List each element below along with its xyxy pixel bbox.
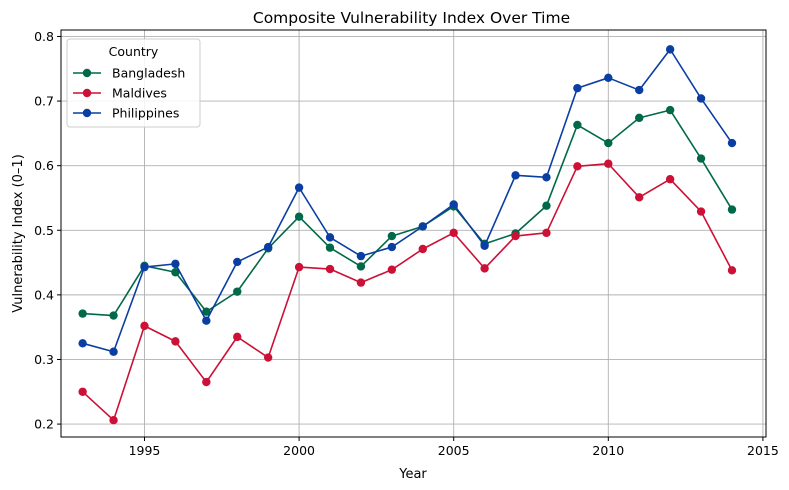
data-point-philippines — [727, 138, 737, 148]
data-point-bangladesh — [573, 120, 582, 130]
data-point-philippines — [449, 200, 458, 209]
data-point-bangladesh — [171, 268, 180, 277]
data-point-maldives — [665, 175, 675, 184]
x-tick-label: 2005 — [438, 443, 470, 458]
data-point-maldives — [325, 264, 335, 274]
data-point-maldives — [356, 278, 366, 287]
series-line-philippines — [82, 48, 733, 353]
series-philippines — [78, 45, 737, 356]
series-maldives — [78, 159, 737, 425]
legend-entry-maldives: Maldives — [73, 86, 167, 101]
data-point-philippines — [202, 316, 211, 325]
data-point-philippines — [78, 339, 87, 348]
legend-entry-bangladesh: Bangladesh — [73, 66, 185, 81]
y-tick-label: 0.8 — [34, 29, 54, 44]
data-point-philippines — [109, 347, 118, 356]
data-point-bangladesh — [665, 105, 675, 115]
x-tick-label: 2010 — [592, 443, 624, 458]
series-line-maldives — [82, 162, 733, 422]
chart-title: Composite Vulnerability Index Over Time — [253, 9, 570, 27]
data-point-maldives — [511, 231, 520, 241]
data-point-bangladesh — [325, 243, 335, 252]
legend-title: Country — [109, 44, 159, 59]
legend-box — [66, 38, 201, 128]
data-point-philippines — [665, 45, 675, 54]
legend-label-maldives: Maldives — [112, 86, 167, 101]
data-point-maldives — [109, 416, 118, 425]
x-tick-label: 2000 — [283, 443, 315, 458]
data-point-bangladesh — [387, 231, 397, 241]
axis-ticks: 1995 2000 2005 2010 2015 0.2 0.3 0.4 0.5 0.6 0.7 0.… — [34, 29, 779, 458]
data-point-philippines — [140, 262, 149, 272]
data-point-philippines — [542, 173, 551, 182]
data-point-maldives — [542, 228, 551, 238]
data-point-philippines — [604, 73, 613, 83]
data-point-philippines — [418, 222, 427, 231]
data-point-bangladesh — [78, 309, 87, 318]
data-point-maldives — [233, 332, 242, 342]
data-point-philippines — [635, 85, 644, 95]
data-point-philippines — [356, 251, 366, 261]
plot-frame — [60, 29, 767, 438]
data-point-maldives — [573, 162, 582, 171]
y-axis-title: Vulnerability Index (0–1) — [11, 154, 26, 313]
data-point-maldives — [449, 228, 458, 238]
data-point-maldives — [635, 193, 644, 202]
data-point-maldives — [727, 266, 737, 275]
data-point-maldives — [140, 321, 149, 331]
y-tick-label: 0.4 — [34, 287, 54, 302]
data-point-bangladesh — [109, 311, 118, 320]
data-point-bangladesh — [356, 262, 366, 271]
data-point-bangladesh — [635, 113, 644, 123]
data-point-maldives — [418, 244, 427, 254]
data-point-maldives — [387, 265, 397, 274]
data-point-maldives — [294, 262, 304, 272]
data-point-maldives — [78, 387, 87, 396]
data-point-bangladesh — [202, 307, 211, 316]
y-tick-label: 0.2 — [34, 417, 54, 432]
data-point-bangladesh — [542, 201, 551, 210]
data-point-philippines — [263, 242, 273, 252]
legend-label-philippines: Philippines — [112, 106, 179, 121]
legend-marker-philippines — [82, 108, 92, 118]
y-tick-label: 0.7 — [34, 94, 54, 109]
y-tick-label: 0.5 — [34, 223, 54, 238]
data-point-philippines — [294, 183, 304, 192]
data-point-philippines — [480, 241, 489, 250]
data-point-bangladesh — [696, 154, 706, 163]
data-point-bangladesh — [294, 212, 304, 221]
data-point-philippines — [511, 171, 520, 180]
data-point-maldives — [202, 377, 211, 387]
data-point-philippines — [171, 259, 180, 269]
data-point-bangladesh — [233, 287, 242, 296]
data-point-bangladesh — [727, 205, 737, 214]
data-point-maldives — [696, 207, 706, 216]
x-tick-label: 2015 — [747, 443, 779, 458]
data-point-maldives — [480, 264, 489, 273]
y-tick-label: 0.3 — [34, 352, 54, 367]
data-point-philippines — [387, 242, 397, 252]
data-point-maldives — [263, 353, 273, 362]
data-point-philippines — [573, 83, 582, 93]
y-tick-label: 0.6 — [34, 158, 54, 173]
data-point-philippines — [325, 233, 335, 242]
series-layer — [78, 45, 737, 425]
legend: Country Bangladesh Maldives Philippines — [66, 38, 201, 128]
data-point-maldives — [604, 159, 613, 168]
legend-marker-bangladesh — [82, 68, 92, 78]
x-axis-title: Year — [398, 467, 427, 482]
data-point-philippines — [696, 94, 706, 103]
legend-entries: Bangladesh Maldives Philippines — [73, 66, 185, 121]
x-tick-label: 1995 — [129, 443, 161, 458]
legend-marker-maldives — [82, 88, 92, 98]
data-point-bangladesh — [604, 138, 613, 148]
legend-entry-philippines: Philippines — [73, 106, 179, 121]
data-point-maldives — [171, 337, 180, 346]
legend-label-bangladesh: Bangladesh — [112, 66, 185, 81]
data-point-philippines — [233, 257, 242, 267]
